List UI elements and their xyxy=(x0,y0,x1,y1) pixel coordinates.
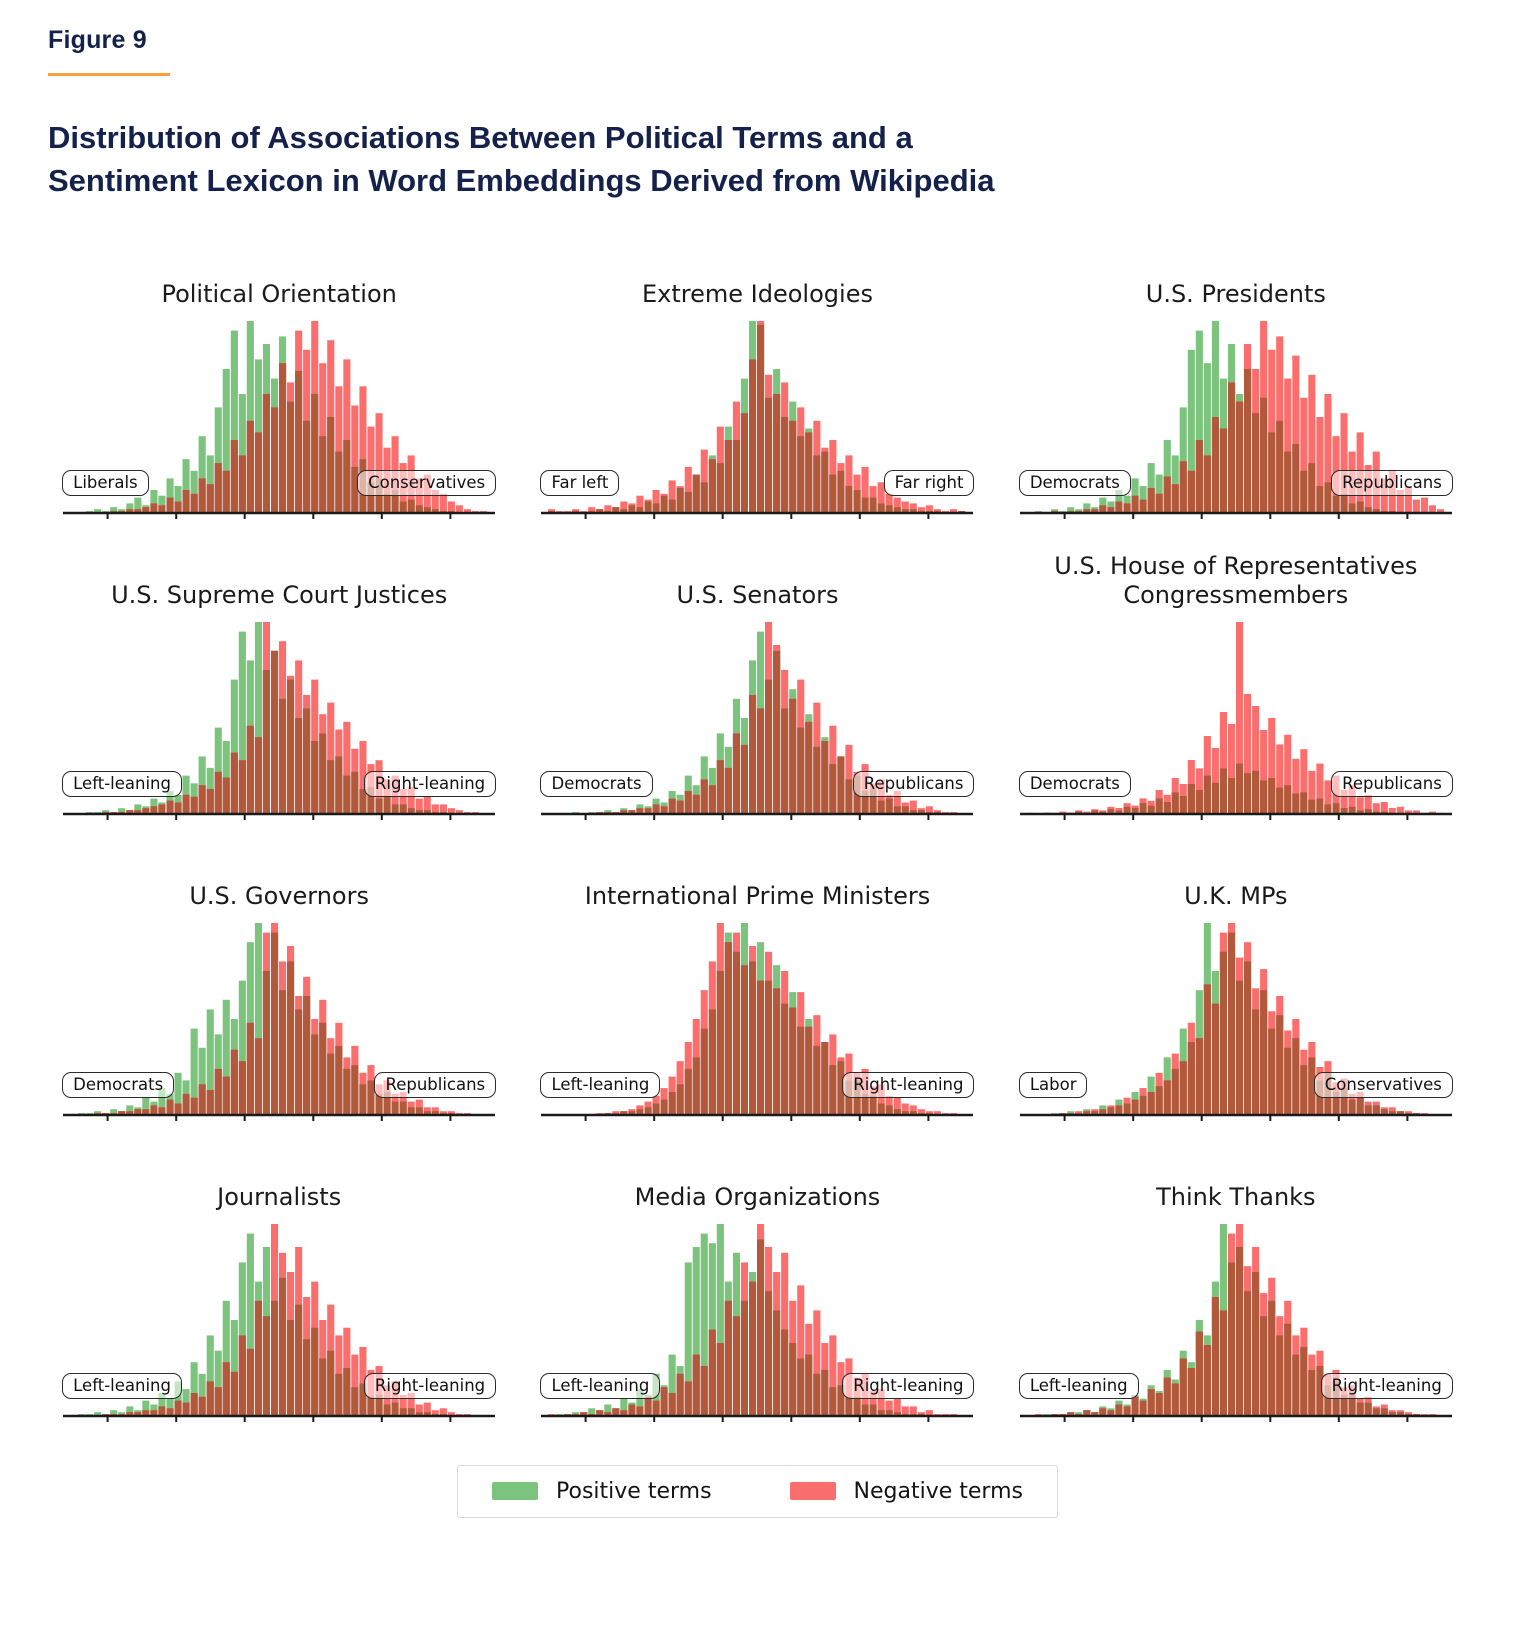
subplot-title: Think Thanks xyxy=(1156,1182,1316,1211)
left-pole-label: Labor xyxy=(1018,1071,1088,1098)
right-pole-label: Conservatives xyxy=(357,469,497,496)
subplot-journalists: Journalists Left-leaning Right-leaning xyxy=(48,1154,510,1425)
histogram-us-presidents xyxy=(1017,317,1455,522)
left-pole-label: Left-leaning xyxy=(62,770,182,797)
right-pole-label: Right-leaning xyxy=(363,1372,497,1399)
right-pole-label: Right-leaning xyxy=(363,770,497,797)
left-pole-label: Left-leaning xyxy=(540,1372,661,1399)
histogram-us-house-congressmembers xyxy=(1017,618,1455,823)
subplot-title: International Prime Ministers xyxy=(584,881,931,910)
subplot-extreme-ideologies: Extreme Ideologies Far left Far right xyxy=(526,251,988,522)
histogram-svg xyxy=(1019,621,1452,820)
subplot-media-organizations: Media Organizations Left-leaning Right-l… xyxy=(526,1154,988,1425)
subplot-us-presidents: U.S. Presidents Democrats Republicans xyxy=(1005,251,1467,522)
histogram-svg xyxy=(63,320,496,519)
left-pole-label: Far left xyxy=(540,469,620,496)
right-pole-label: Far right xyxy=(883,469,975,496)
subplot-title: Media Organizations xyxy=(634,1182,881,1211)
plot-area: Labor Conservatives xyxy=(1017,919,1455,1124)
subplot-title: U.S. Supreme Court Justices xyxy=(111,580,448,609)
subplot-title: U.S. Presidents xyxy=(1145,279,1326,308)
subplot-title: U.S. Senators xyxy=(676,580,839,609)
right-pole-label: Republicans xyxy=(852,770,975,797)
right-pole-label: Conservatives xyxy=(1313,1071,1453,1098)
right-pole-label: Republicans xyxy=(374,1071,497,1098)
subplot-title: U.S. House of Representatives Congressme… xyxy=(1054,552,1418,609)
plot-area: Democrats Republicans xyxy=(60,919,498,1124)
plot-area: Left-leaning Right-leaning xyxy=(60,1220,498,1425)
histogram-svg xyxy=(1019,320,1452,519)
subplot-title: U.K. MPs xyxy=(1184,881,1288,910)
right-pole-label: Right-leaning xyxy=(1320,1372,1453,1399)
left-pole-label: Left-leaning xyxy=(62,1372,182,1399)
histogram-svg xyxy=(63,922,496,1121)
plot-area: Left-leaning Right-leaning xyxy=(1017,1220,1455,1425)
negative-terms-swatch xyxy=(789,1482,836,1501)
subplot-title: Extreme Ideologies xyxy=(642,279,873,308)
plot-area: Left-leaning Right-leaning xyxy=(60,618,498,823)
histogram-svg xyxy=(541,320,974,519)
subplot-uk-mps: U.K. MPs Labor Conservatives xyxy=(1005,853,1467,1124)
subplot-political-orientation: Political Orientation Liberals Conservat… xyxy=(48,251,510,522)
subplot-grid: Political Orientation Liberals Conservat… xyxy=(48,251,1467,1425)
figure-header: Figure 9 Distribution of Associations Be… xyxy=(48,26,1467,203)
legend-item-negative: Negative terms xyxy=(789,1478,1023,1504)
histogram-think-thanks xyxy=(1017,1220,1455,1425)
left-pole-label: Democrats xyxy=(540,770,653,797)
histogram-svg xyxy=(541,922,974,1121)
left-pole-label: Left-leaning xyxy=(1018,1372,1139,1399)
histogram-svg xyxy=(1019,1223,1452,1422)
accent-rule xyxy=(48,73,170,76)
right-pole-label: Republicans xyxy=(1331,770,1453,797)
subplot-title: U.S. Governors xyxy=(189,881,369,910)
right-pole-label: Right-leaning xyxy=(842,1071,975,1098)
figure-title: Distribution of Associations Between Pol… xyxy=(48,120,995,199)
histogram-extreme-ideologies xyxy=(538,317,976,522)
plot-area: Liberals Conservatives xyxy=(60,317,498,522)
plot-area: Democrats Republicans xyxy=(1017,618,1455,823)
subplot-title: Journalists xyxy=(217,1182,342,1211)
legend: Positive terms Negative terms xyxy=(457,1464,1058,1518)
legend-area: Positive terms Negative terms xyxy=(48,1464,1467,1518)
subplot-international-prime-ministers: International Prime Ministers Left-leani… xyxy=(526,853,988,1124)
plot-area: Left-leaning Right-leaning xyxy=(538,1220,976,1425)
legend-item-positive: Positive terms xyxy=(492,1479,712,1504)
histogram-svg xyxy=(63,621,496,820)
histogram-us-governors xyxy=(60,919,498,1124)
right-pole-label: Right-leaning xyxy=(842,1372,975,1399)
subplot-us-senators: U.S. Senators Democrats Republicans xyxy=(526,552,988,823)
subplot-us-supreme-court-justices: U.S. Supreme Court Justices Left-leaning… xyxy=(48,552,510,823)
subplot-think-thanks: Think Thanks Left-leaning Right-leaning xyxy=(1005,1154,1467,1425)
left-pole-label: Left-leaning xyxy=(540,1071,661,1098)
plot-area: Far left Far right xyxy=(538,317,976,522)
positive-terms-label: Positive terms xyxy=(556,1478,712,1504)
left-pole-label: Democrats xyxy=(1018,469,1131,496)
negative-terms-label: Negative terms xyxy=(853,1478,1023,1504)
right-pole-label: Republicans xyxy=(1331,469,1453,496)
subplot-us-house-congressmembers: U.S. House of Representatives Congressme… xyxy=(1005,552,1467,823)
subplot-us-governors: U.S. Governors Democrats Republicans xyxy=(48,853,510,1124)
histogram-svg xyxy=(541,1223,974,1422)
histogram-us-supreme-court-justices xyxy=(60,618,498,823)
figure-label: Figure 9 xyxy=(48,26,147,54)
plot-area: Left-leaning Right-leaning xyxy=(538,919,976,1124)
histogram-media-organizations xyxy=(538,1220,976,1425)
positive-terms-swatch xyxy=(492,1482,539,1501)
subplot-title: Political Orientation xyxy=(161,279,397,308)
plot-area: Democrats Republicans xyxy=(538,618,976,823)
left-pole-label: Liberals xyxy=(62,469,149,496)
plot-area: Democrats Republicans xyxy=(1017,317,1455,522)
histogram-political-orientation xyxy=(60,317,498,522)
left-pole-label: Democrats xyxy=(1018,770,1131,797)
left-pole-label: Democrats xyxy=(62,1071,175,1098)
histogram-international-prime-ministers xyxy=(538,919,976,1124)
